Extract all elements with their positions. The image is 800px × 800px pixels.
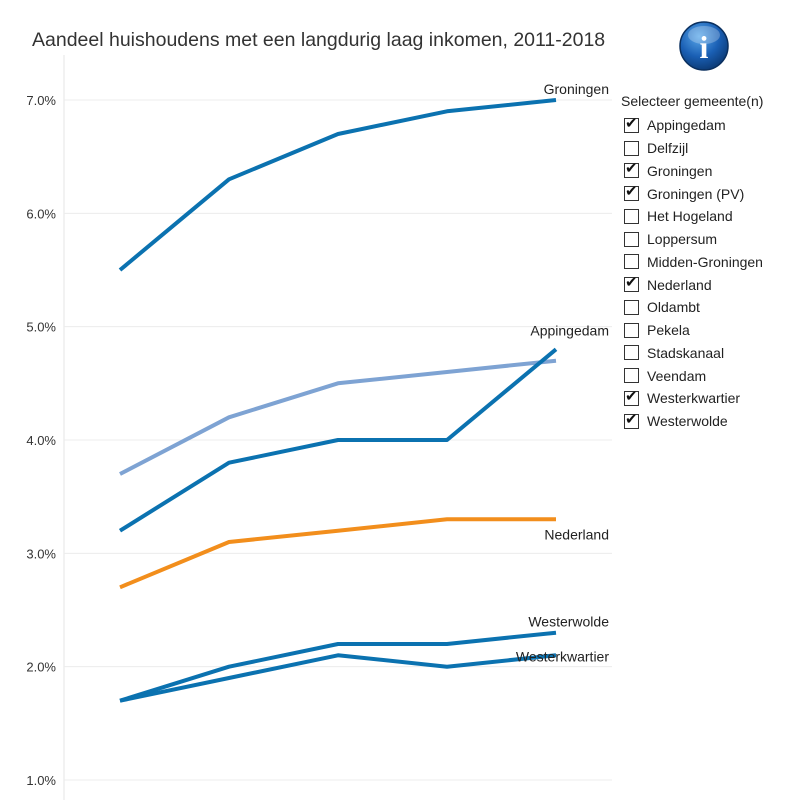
checkbox[interactable]: ✔ — [624, 386, 639, 406]
series-line-groningen[interactable] — [118, 98, 557, 272]
info-icon[interactable]: i — [678, 20, 730, 72]
filter-item-appingedam[interactable]: ✔ Appingedam — [620, 114, 798, 137]
filter-item-westerwolde[interactable]: ✔ Westerwolde — [620, 410, 798, 433]
filter-item-label: Westerwolde — [647, 413, 728, 430]
filter-item-label: Delfzijl — [647, 140, 689, 157]
filter-item-label: Stadskanaal — [647, 344, 725, 361]
filter-item-label: Loppersum — [647, 231, 718, 248]
filter-list: ✔ Appingedam Delfzijl ✔ Groningen ✔ Groningen … — [620, 114, 798, 433]
filter-item-label: Groningen — [647, 162, 713, 179]
series-line-westerwolde[interactable] — [119, 630, 557, 703]
series-label: Nederland — [544, 526, 609, 542]
municipality-filter: Selecteer gemeente(n) ✔ Appingedam Delfzij… — [620, 93, 798, 433]
series-label: Westerwolde — [528, 614, 609, 630]
filter-item-label: Westerkwartier — [647, 390, 741, 407]
filter-item-veendam[interactable]: Veendam — [620, 364, 798, 387]
filter-item-pekela[interactable]: Pekela — [620, 319, 798, 342]
y-tick-label: 3.0% — [26, 546, 56, 561]
filter-item-label: Nederland — [647, 276, 712, 293]
filter-item-het-hogeland[interactable]: Het Hogeland — [620, 205, 798, 228]
filter-item-label: Veendam — [647, 367, 707, 384]
series-line-westerkwartier[interactable] — [119, 653, 557, 703]
filter-item-label: Appingedam — [647, 117, 726, 134]
filter-item-oldambt[interactable]: Oldambt — [620, 296, 798, 319]
series-line-groningen-pv[interactable] — [119, 358, 557, 476]
filter-item-loppersum[interactable]: Loppersum — [620, 228, 798, 251]
chart-title: Aandeel huishoudens met een langdurig la… — [32, 29, 606, 51]
checkbox[interactable] — [624, 254, 639, 270]
checkbox[interactable]: ✔ — [624, 113, 639, 133]
check-icon: ✔ — [625, 386, 638, 405]
series-line-appingedam[interactable] — [118, 347, 558, 533]
filter-item-stadskanaal[interactable]: Stadskanaal — [620, 342, 798, 365]
checkbox[interactable] — [624, 208, 639, 224]
filter-item-nederland[interactable]: ✔ Nederland — [620, 273, 798, 296]
filter-item-label: Oldambt — [647, 299, 700, 316]
checkbox[interactable]: ✔ — [624, 159, 639, 179]
y-tick-label: 7.0% — [26, 93, 56, 108]
check-icon: ✔ — [625, 113, 638, 132]
series-label: Groningen — [544, 81, 609, 97]
check-icon: ✔ — [625, 409, 638, 428]
checkbox[interactable] — [624, 345, 639, 361]
y-tick-label: 6.0% — [26, 206, 56, 221]
checkbox[interactable] — [624, 368, 639, 384]
filter-title: Selecteer gemeente(n) — [621, 93, 764, 109]
filter-item-delfzijl[interactable]: Delfzijl — [620, 137, 798, 160]
series-lines — [118, 98, 558, 703]
filter-item-groningen-pv[interactable]: ✔ Groningen (PV) — [620, 182, 798, 205]
y-tick-label: 4.0% — [26, 433, 56, 448]
filter-item-label: Het Hogeland — [647, 208, 733, 225]
filter-item-label: Groningen (PV) — [647, 185, 745, 202]
info-glyph: i — [700, 29, 709, 65]
checkbox[interactable]: ✔ — [624, 273, 639, 293]
y-tick-label: 5.0% — [26, 320, 56, 335]
filter-item-westerkwartier[interactable]: ✔ Westerkwartier — [620, 387, 798, 410]
series-label: Appingedam — [530, 322, 609, 338]
check-icon: ✔ — [625, 273, 638, 292]
series-line-nederland[interactable] — [119, 517, 556, 590]
checkbox[interactable]: ✔ — [624, 182, 639, 202]
checkbox[interactable] — [624, 299, 639, 315]
filter-item-groningen[interactable]: ✔ Groningen — [620, 160, 798, 183]
y-tick-labels: 1.0% 2.0% 3.0% 4.0% 5.0% 6.0% 7.0% — [26, 93, 56, 788]
checkbox[interactable]: ✔ — [624, 409, 639, 429]
series-label: Westerkwartier — [516, 648, 609, 664]
filter-item-midden-groningen[interactable]: Midden-Groningen — [620, 251, 798, 274]
checkbox[interactable] — [624, 231, 639, 247]
filter-item-label: Pekela — [647, 322, 690, 339]
check-icon: ✔ — [625, 159, 638, 178]
y-tick-label: 1.0% — [26, 773, 56, 788]
checkbox[interactable] — [624, 322, 639, 338]
y-tick-label: 2.0% — [26, 660, 56, 675]
checkbox[interactable] — [624, 140, 639, 156]
filter-item-label: Midden-Groningen — [647, 253, 763, 270]
check-icon: ✔ — [625, 182, 638, 201]
series-labels: Groningen Appingedam Nederland Westerwolde W… — [516, 81, 609, 664]
